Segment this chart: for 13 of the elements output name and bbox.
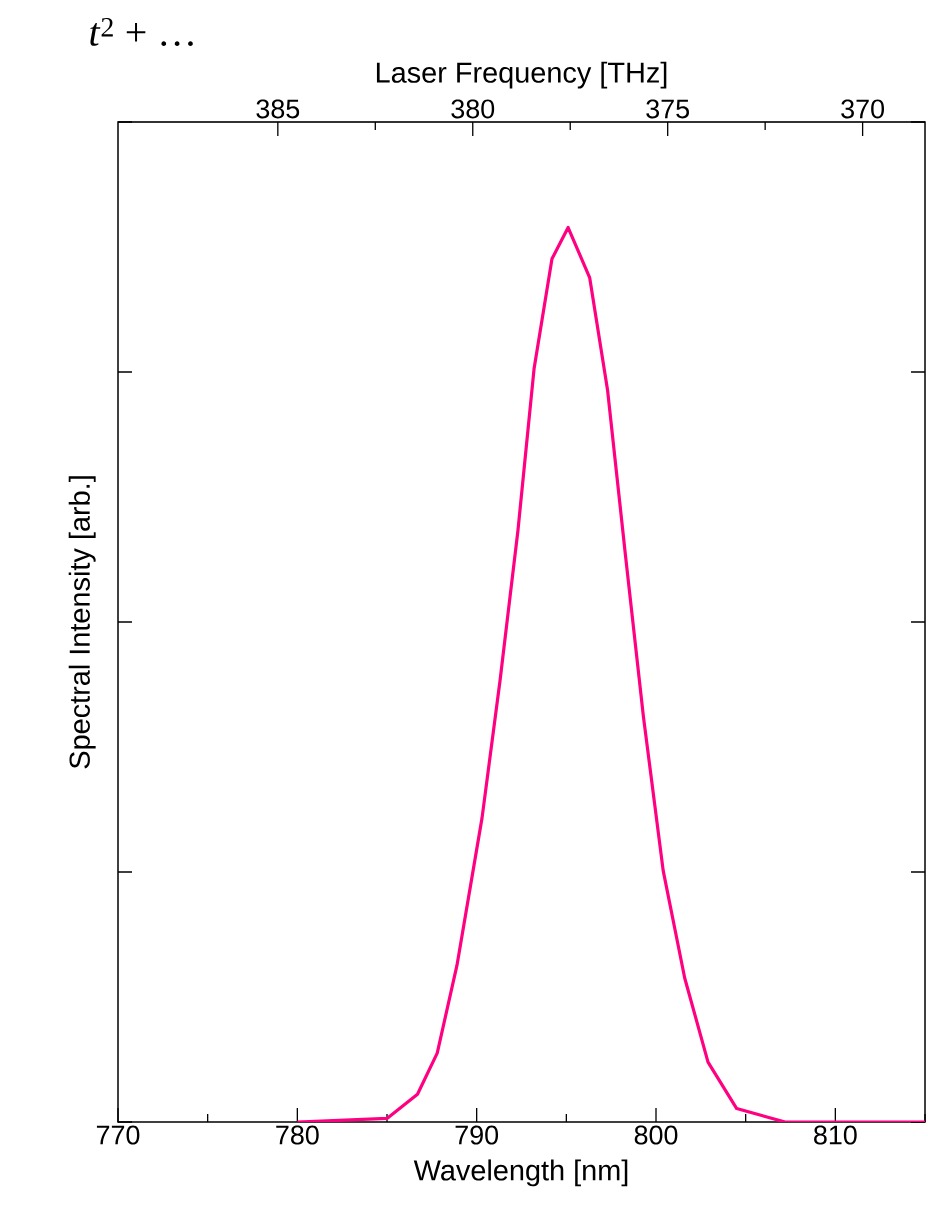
x-tick-label: 800 (634, 1125, 678, 1145)
x2-tick-label: 380 (451, 99, 495, 119)
x2-tick-label: 385 (256, 99, 300, 119)
text: t$^{2}$ + … (90, 17, 193, 46)
x-tick-label: 770 (96, 1125, 140, 1145)
y-axis-title: Spectral Intensity [arb.] (68, 476, 96, 769)
x2-tick-label: 375 (646, 99, 689, 119)
x-tick-label: 790 (455, 1125, 499, 1145)
x-tick-label: 810 (814, 1125, 857, 1145)
x2-axis-title: Laser Frequency [THz] (376, 61, 667, 89)
x-axis-title: Wavelength [nm] (413, 1159, 628, 1187)
x2-tick-label: 370 (841, 99, 884, 119)
x-tick-label: 780 (276, 1125, 319, 1145)
